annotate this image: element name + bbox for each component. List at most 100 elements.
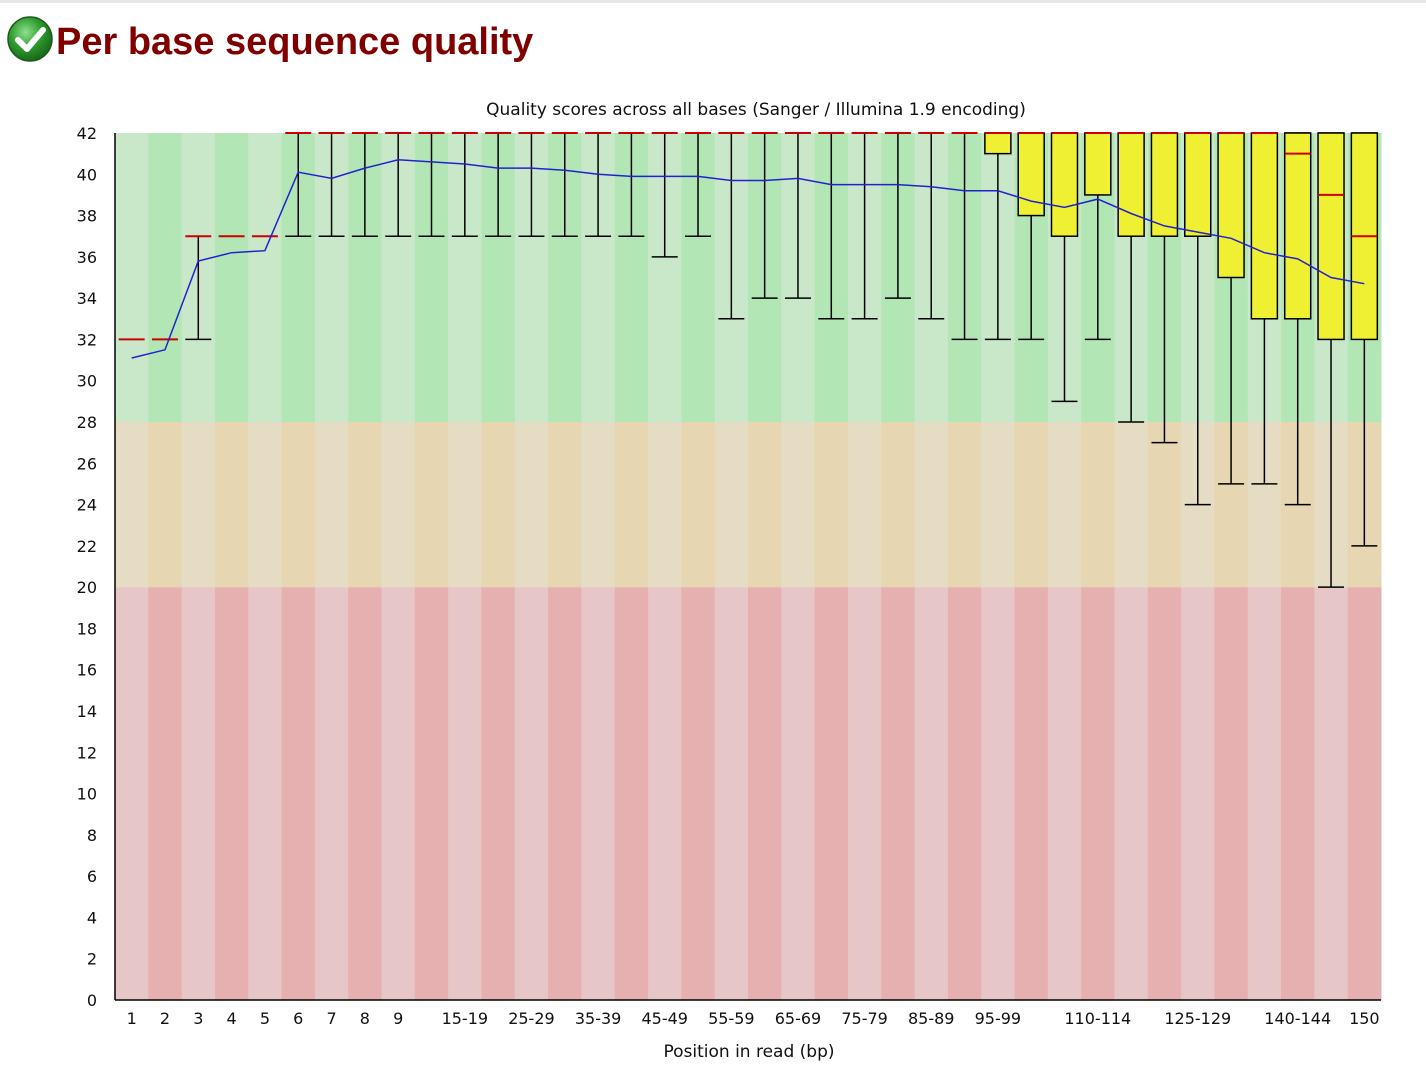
zone-warning-stripe [714, 422, 749, 588]
zone-bad-stripe [281, 587, 316, 1000]
zone-bad-stripe [947, 587, 982, 1000]
boxplot-boxes [118, 132, 1379, 588]
zone-bad-stripe [1247, 587, 1282, 1000]
zone-warning-stripe [1147, 422, 1182, 588]
y-tick-label: 24 [77, 496, 97, 515]
zone-warning-stripe [148, 422, 183, 588]
quartile-box [1250, 132, 1279, 320]
zone-bad-stripe [581, 587, 616, 1000]
x-tick-label: 2 [160, 1009, 170, 1028]
zone-bad-stripe [681, 587, 716, 1000]
pass-check-icon [6, 15, 54, 63]
zone-bad-stripe [214, 587, 249, 1000]
quartile-box [1283, 132, 1312, 320]
zone-bad-stripe [748, 587, 782, 1000]
zone-bad-stripe [115, 587, 149, 1000]
x-tick-label: 35-39 [575, 1009, 622, 1028]
zone-warning-stripe [281, 422, 316, 588]
zone-warning-stripe [181, 422, 216, 588]
y-tick-label: 38 [77, 207, 97, 226]
zone-bad-stripe [714, 587, 749, 1000]
zone-bad-stripe [1081, 587, 1115, 1000]
zone-warning-stripe [681, 422, 716, 588]
chart-axes: 0246810121416182022242628303234363840421… [77, 124, 1381, 1028]
mean-line-layer [131, 159, 1365, 359]
x-tick-label: 15-19 [442, 1009, 489, 1028]
y-tick-label: 22 [77, 537, 97, 556]
zone-warning-stripe [115, 422, 149, 588]
zone-bad-stripe [847, 587, 882, 1000]
zone-warning-stripe [781, 422, 816, 588]
x-tick-label: 6 [293, 1009, 303, 1028]
zone-warning-stripe [847, 422, 882, 588]
zone-good-stripe [115, 133, 149, 422]
zone-warning-stripe [614, 422, 649, 588]
x-tick-label: 7 [326, 1009, 336, 1028]
zone-warning-stripe [448, 422, 482, 588]
zone-warning-stripe [814, 422, 849, 588]
y-tick-label: 32 [77, 330, 97, 349]
x-tick-label: 5 [260, 1009, 270, 1028]
page-title: Per base sequence quality [56, 20, 534, 63]
x-tick-label: 1 [127, 1009, 137, 1028]
zone-bad-stripe [481, 587, 516, 1000]
zone-bad-stripe [1114, 587, 1149, 1000]
zone-warning-stripe [748, 422, 782, 588]
y-tick-label: 42 [77, 124, 97, 143]
zone-bad-stripe [914, 587, 949, 1000]
x-tick-label: 55-59 [708, 1009, 755, 1028]
zone-warning-stripe [881, 422, 916, 588]
zone-bad-stripe [614, 587, 649, 1000]
report-header: Per base sequence quality [6, 4, 533, 74]
y-tick-label: 30 [77, 372, 97, 391]
y-tick-label: 28 [77, 413, 97, 432]
zone-warning-stripe [381, 422, 416, 588]
top-border [0, 0, 1426, 3]
quartile-box [1217, 132, 1245, 279]
zone-good-stripe [214, 133, 249, 422]
y-tick-label: 10 [77, 785, 97, 804]
mean-line [131, 159, 1365, 359]
y-tick-label: 0 [87, 991, 97, 1010]
zone-bad-stripe [1047, 587, 1082, 1000]
zone-bad-stripe [181, 587, 216, 1000]
zone-bad-stripe [1014, 587, 1049, 1000]
y-tick-label: 16 [77, 661, 97, 680]
zone-warning-stripe [214, 422, 249, 588]
y-tick-label: 2 [87, 950, 97, 969]
zone-good-stripe [248, 133, 283, 422]
x-tick-label: 140-144 [1264, 1009, 1331, 1028]
x-tick-label: 75-79 [841, 1009, 888, 1028]
zone-bad-stripe [1347, 587, 1382, 1000]
zone-bad-stripe [381, 587, 416, 1000]
zone-warning-stripe [947, 422, 982, 588]
y-tick-label: 20 [77, 578, 97, 597]
x-axis-label: Position in read (bp) [663, 1042, 834, 1062]
zone-warning-stripe [481, 422, 516, 588]
quartile-box [1150, 132, 1179, 237]
zone-bad-stripe [781, 587, 816, 1000]
y-tick-label: 18 [77, 619, 97, 638]
zone-good-stripe [148, 133, 183, 422]
zone-bad-stripe [348, 587, 383, 1000]
y-tick-label: 12 [77, 743, 97, 762]
y-tick-label: 26 [77, 454, 97, 473]
y-tick-label: 14 [77, 702, 97, 721]
zone-bad-stripe [1147, 587, 1182, 1000]
x-tick-label: 45-49 [641, 1009, 688, 1028]
zone-warning-stripe [581, 422, 616, 588]
x-tick-label: 65-69 [775, 1009, 822, 1028]
zone-warning-stripe [981, 422, 1016, 588]
x-tick-label: 8 [360, 1009, 370, 1028]
zone-warning-stripe [648, 422, 682, 588]
x-tick-label: 95-99 [975, 1009, 1022, 1028]
zone-warning-stripe [1047, 422, 1082, 588]
zone-warning-stripe [548, 422, 582, 588]
zone-warning-stripe [1014, 422, 1049, 588]
zone-bad-stripe [814, 587, 849, 1000]
x-tick-label: 125-129 [1164, 1009, 1231, 1028]
y-tick-label: 6 [87, 867, 97, 886]
quality-zones [115, 133, 1382, 1000]
zone-warning-stripe [248, 422, 283, 588]
